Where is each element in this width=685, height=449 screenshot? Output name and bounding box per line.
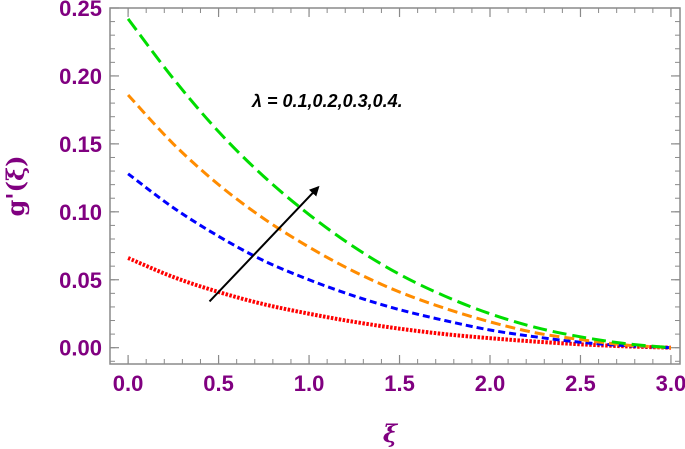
y-tick-label: 0.20 [59, 64, 102, 89]
x-tick-label: 2.0 [475, 371, 506, 396]
annotation-text: λ = 0.1,0.2,0.3,0.4. [251, 91, 403, 111]
x-tick-label: 0.5 [203, 371, 234, 396]
series-line-1 [127, 256, 672, 350]
y-tick-label: 0.25 [59, 0, 102, 21]
series-layer [126, 17, 672, 350]
x-tick-label: 3.0 [656, 371, 685, 396]
x-tick-label: 1.5 [384, 371, 415, 396]
series-line-2 [127, 172, 672, 350]
y-tick-label: 0.15 [59, 132, 102, 157]
plot-frame [109, 7, 681, 365]
y-tick-label: 0.00 [59, 336, 102, 361]
series-line-3 [126, 93, 672, 350]
x-axis-label: ξ [383, 419, 399, 448]
y-axis-label: g'(ξ) [1, 155, 30, 216]
y-tick-label: 0.05 [59, 268, 102, 293]
x-axis-ticks: 0.0 0.5 1.0 1.5 2.0 2.5 3.0 [113, 8, 685, 396]
x-tick-label: 1.0 [294, 371, 325, 396]
y-axis-ticks: 0.00 0.05 0.10 0.15 0.20 0.25 [59, 0, 680, 362]
x-tick-label: 0.0 [113, 371, 144, 396]
series-line-4 [126, 17, 672, 350]
y-tick-label: 0.10 [59, 200, 102, 225]
x-tick-label: 2.5 [565, 371, 596, 396]
annotation-arrow [208, 185, 320, 303]
